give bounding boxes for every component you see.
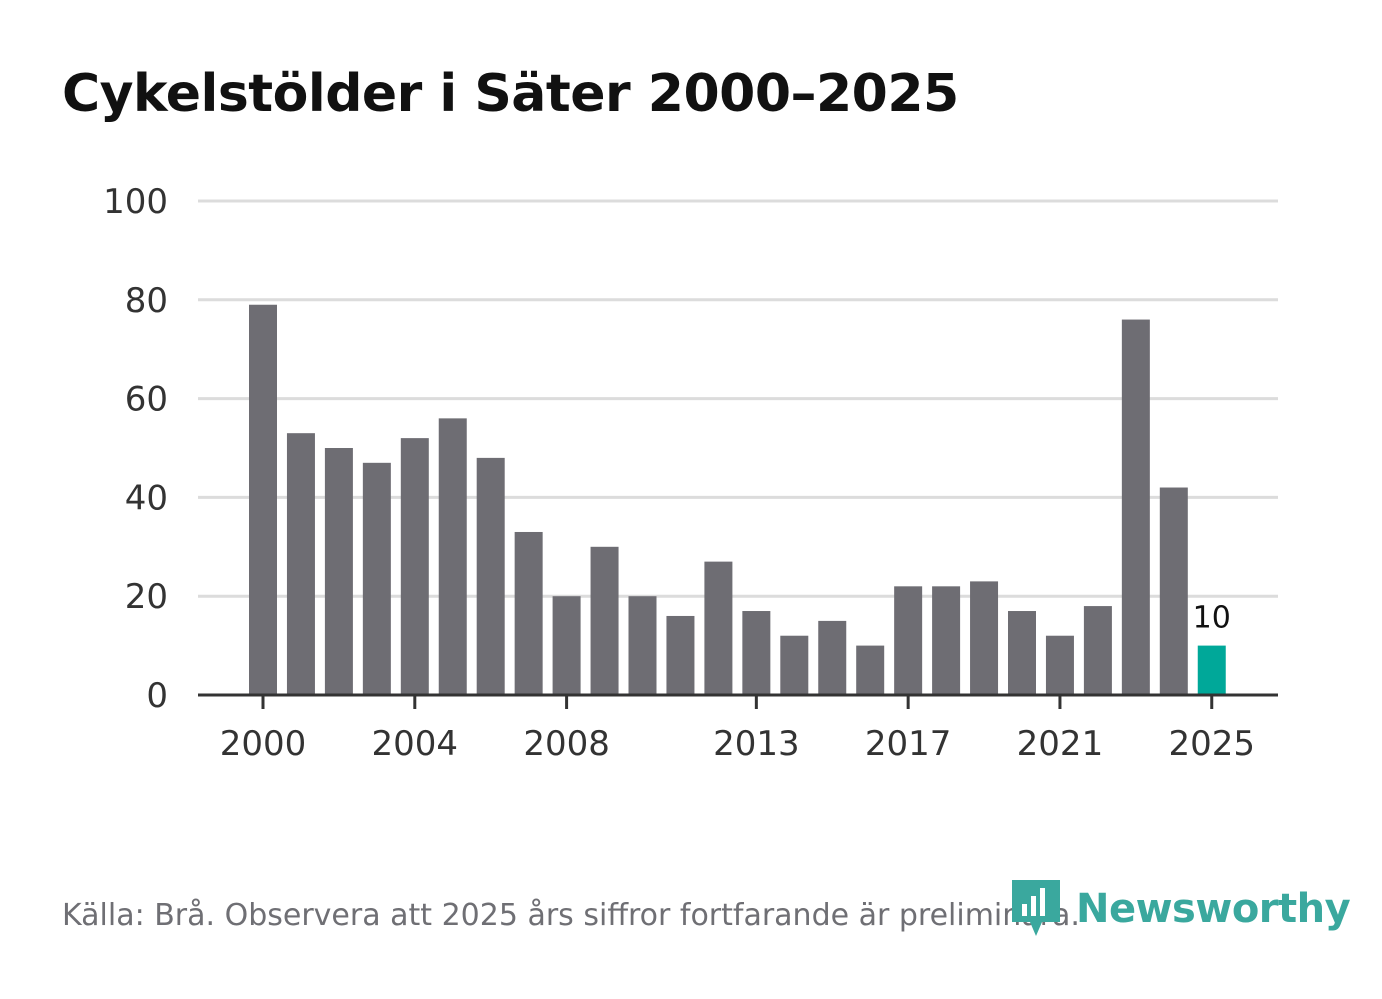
bar-2000 (249, 304, 277, 695)
y-tick-label: 80 (125, 281, 168, 321)
bar-2014 (780, 635, 809, 695)
bar-2019 (970, 581, 999, 695)
chart-title: Cykelstölder i Säter 2000–2025 (62, 64, 959, 124)
brand-logo-group: Newsworthy (1010, 878, 1351, 940)
bar-2002 (324, 448, 353, 695)
data-label-2025: 10 (1193, 601, 1231, 636)
bar-2008 (552, 596, 581, 695)
bar-2006 (476, 457, 505, 695)
x-tick-label: 2017 (865, 724, 952, 764)
y-tick-label: 20 (125, 577, 168, 617)
bars (249, 304, 1226, 695)
y-tick-label: 40 (125, 478, 168, 518)
bar-2011 (666, 615, 695, 695)
bar-2024 (1159, 487, 1188, 695)
bar-2007 (514, 531, 543, 695)
bar-2012 (704, 561, 733, 695)
x-axis-ticks: 2000 2004 2008 2013 2017 2021 2025 (220, 695, 1255, 764)
bar-2018 (932, 586, 961, 695)
bar-2010 (628, 596, 657, 695)
newsworthy-logo-icon (1012, 880, 1060, 936)
bar-2005 (438, 418, 467, 695)
x-tick-label: 2021 (1017, 724, 1104, 764)
bar-2004 (400, 438, 429, 695)
bar-2015 (818, 620, 847, 695)
y-tick-label: 0 (146, 676, 168, 716)
brand-name: Newsworthy (1076, 886, 1351, 932)
x-tick-label: 2008 (523, 724, 610, 764)
gridlines (198, 199, 1278, 598)
x-tick-label: 2013 (713, 724, 800, 764)
x-tick-label: 2004 (372, 724, 459, 764)
x-tick-label: 2000 (220, 724, 307, 764)
bar-2013 (742, 611, 771, 695)
bar-2025 (1197, 645, 1226, 695)
y-axis-ticks: 0 20 40 60 80 100 (103, 182, 168, 716)
bar-2022 (1083, 606, 1112, 695)
bar-2023 (1121, 319, 1150, 695)
bar-2020 (1008, 611, 1036, 695)
y-tick-label: 60 (125, 380, 168, 420)
bar-2001 (286, 433, 315, 695)
source-note: Källa: Brå. Observera att 2025 års siffr… (62, 898, 1080, 933)
bar-2017 (894, 586, 923, 695)
y-tick-label: 100 (103, 182, 168, 222)
bar-2003 (362, 462, 391, 695)
bar-chart: 0 20 40 60 80 100 2000 2004 2008 2013 2017 2021 202… (103, 182, 1278, 764)
bar-2016 (856, 645, 885, 695)
bar-2009 (590, 546, 619, 695)
bar-2021 (1045, 635, 1074, 695)
x-tick-label: 2025 (1168, 724, 1255, 764)
data-labels: 10 (1190, 598, 1234, 639)
